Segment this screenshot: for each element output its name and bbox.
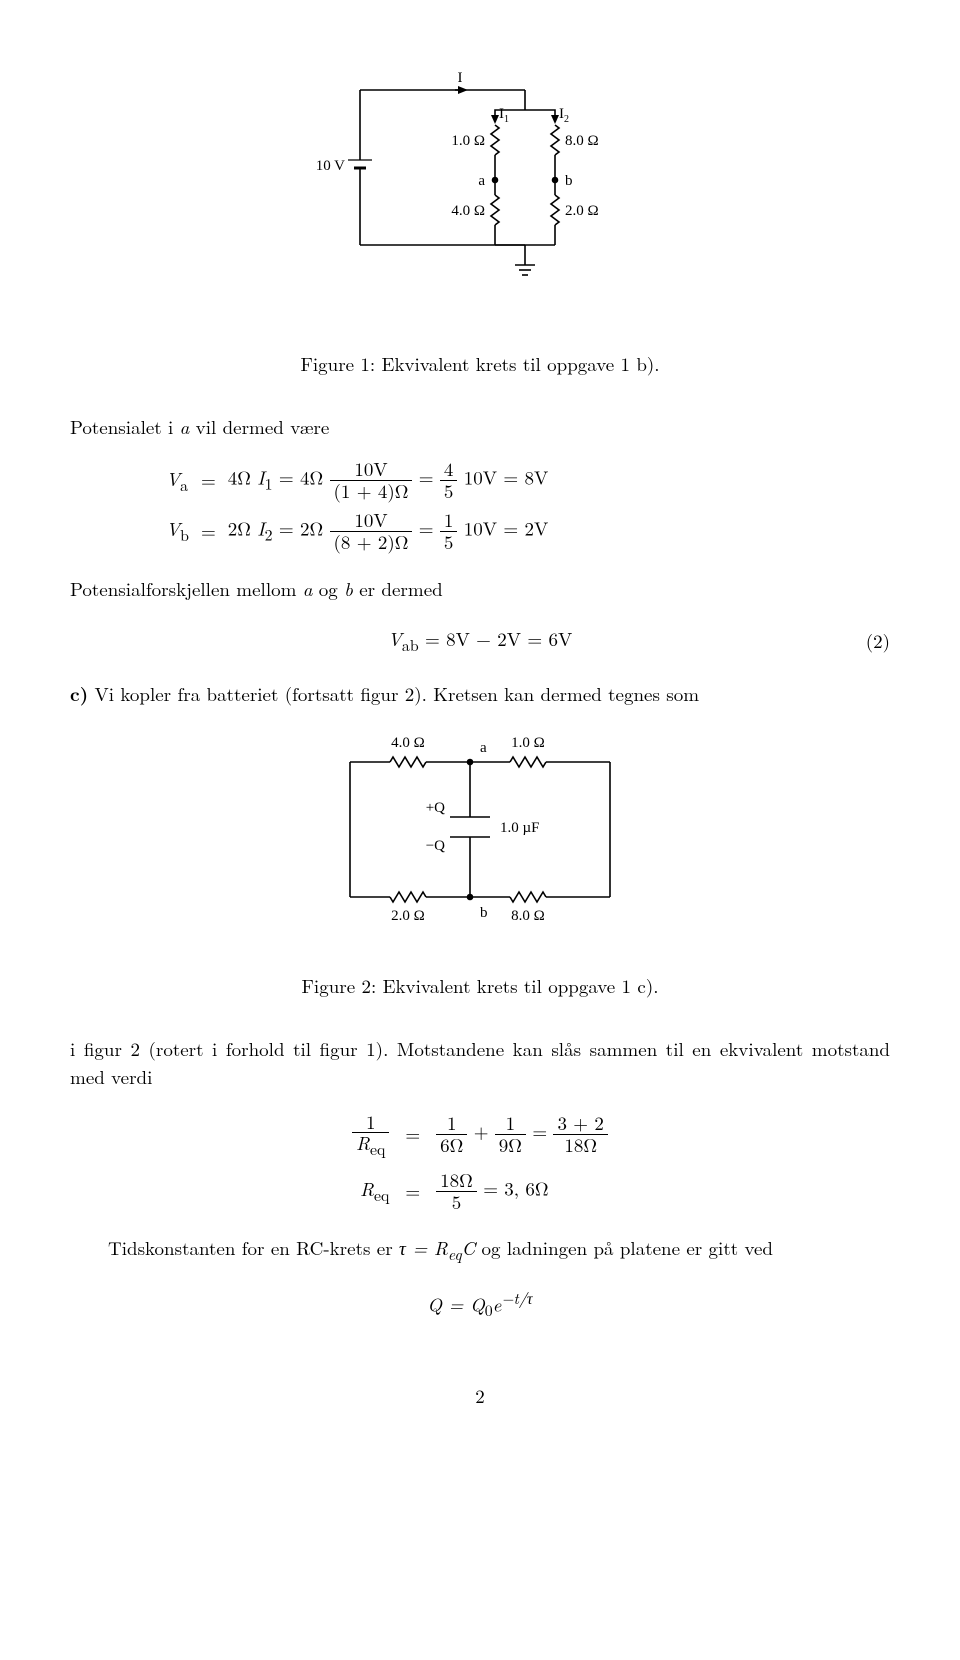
fig1-label-a: a xyxy=(478,173,485,189)
fig1-label-R4: 2.0 Ω xyxy=(565,203,599,219)
paragraph-potensial-a: Potensialet i a vil dermed være xyxy=(70,413,890,442)
fig1-label-b: b xyxy=(565,173,573,189)
paragraph-partc: c) Vi kopler fra batteriet (fortsatt fig… xyxy=(70,679,890,709)
fig2-Q-minus: −Q xyxy=(426,838,445,854)
fig1-label-R2: 8.0 Ω xyxy=(565,133,599,149)
paragraph-fig2-rotert: i figur 2 (rotert i forhold til figur 1)… xyxy=(70,1035,890,1092)
paragraph-tidskonstant: Tidskonstanten for en RC-krets er τ = Re… xyxy=(70,1234,890,1266)
fig2-Q-plus: +Q xyxy=(426,800,445,816)
figure1-circuit: I I1 I2 1.0 Ω 8.0 Ω a b 4.0 Ω 2.0 Ω 10 V xyxy=(300,60,660,320)
equation-number-2: (2) xyxy=(866,627,890,656)
equations-Va-Vb: Va = 4Ω I1 = 4Ω 10V(1 + 4)Ω = 45 10V = 8… xyxy=(160,455,890,557)
fig2-R-bot-left: 2.0 Ω xyxy=(391,908,425,924)
fig2-R-top-left: 4.0 Ω xyxy=(391,735,425,751)
equations-Req: 1 Req = 16Ω + 19Ω = 3 + 218Ω Req = 18Ω5 … xyxy=(70,1106,890,1219)
figure2-circuit: 4.0 Ω a 1.0 Ω +Q −Q 1.0 µF 2.0 Ω b 8.0 Ω xyxy=(310,722,650,942)
equation-Q-decay: Q = Q0e−t/τ xyxy=(70,1286,890,1322)
fig2-node-b: b xyxy=(480,905,488,921)
fig1-label-I: I xyxy=(458,70,463,86)
fig1-label-R3: 4.0 Ω xyxy=(451,203,485,219)
svg-text:I1: I1 xyxy=(499,106,509,125)
fig1-label-R1: 1.0 Ω xyxy=(451,133,485,149)
paragraph-potforskjell: Potensialforskjellen mellom a og b er de… xyxy=(70,575,890,604)
fig2-node-a: a xyxy=(480,740,487,756)
page-number: 2 xyxy=(70,1382,890,1411)
equation-2: Vab = 8V − 2V = 6V (2) xyxy=(70,625,890,657)
figure2-caption: Figure 2: Ekvivalent krets til oppgave 1… xyxy=(70,972,890,1001)
fig2-C: 1.0 µF xyxy=(500,820,540,836)
fig1-label-10V: 10 V xyxy=(316,158,345,174)
svg-text:I2: I2 xyxy=(559,106,569,125)
fig2-R-bot-right: 8.0 Ω xyxy=(511,908,545,924)
fig2-R-top-right: 1.0 Ω xyxy=(511,735,545,751)
figure1-caption: Figure 1: Ekvivalent krets til oppgave 1… xyxy=(70,350,890,379)
